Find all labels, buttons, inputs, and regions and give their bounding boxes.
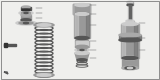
Ellipse shape xyxy=(75,52,89,54)
Bar xyxy=(75,6,89,13)
Polygon shape xyxy=(75,53,89,60)
Bar xyxy=(122,24,125,58)
Bar xyxy=(75,14,78,38)
Ellipse shape xyxy=(122,66,138,70)
Ellipse shape xyxy=(77,59,87,61)
Ellipse shape xyxy=(21,14,31,16)
Ellipse shape xyxy=(34,73,54,77)
Bar xyxy=(121,24,139,58)
Bar xyxy=(122,58,138,68)
Ellipse shape xyxy=(75,48,89,52)
FancyBboxPatch shape xyxy=(73,4,91,15)
Polygon shape xyxy=(4,72,8,74)
Bar xyxy=(74,14,90,38)
Ellipse shape xyxy=(16,21,36,25)
Bar xyxy=(4,43,7,46)
Ellipse shape xyxy=(37,74,51,76)
Bar xyxy=(86,14,89,38)
Bar xyxy=(119,35,141,40)
Ellipse shape xyxy=(77,49,87,51)
Ellipse shape xyxy=(21,12,31,14)
Ellipse shape xyxy=(126,20,134,22)
Ellipse shape xyxy=(37,24,51,26)
Ellipse shape xyxy=(127,4,133,6)
Bar xyxy=(21,15,31,20)
Ellipse shape xyxy=(128,67,132,69)
Ellipse shape xyxy=(122,22,138,26)
Ellipse shape xyxy=(76,45,88,49)
Bar xyxy=(128,4,132,22)
Ellipse shape xyxy=(22,6,30,8)
Ellipse shape xyxy=(119,33,141,37)
Ellipse shape xyxy=(75,12,89,16)
Ellipse shape xyxy=(76,39,88,43)
Ellipse shape xyxy=(19,22,33,24)
Bar xyxy=(75,41,89,47)
Ellipse shape xyxy=(75,12,89,16)
Ellipse shape xyxy=(75,4,89,6)
Ellipse shape xyxy=(24,22,28,24)
Bar xyxy=(4,44,16,46)
Ellipse shape xyxy=(119,38,141,42)
Ellipse shape xyxy=(126,24,134,26)
Bar xyxy=(21,7,31,10)
Ellipse shape xyxy=(127,1,133,3)
Ellipse shape xyxy=(75,36,89,40)
Bar xyxy=(129,4,131,22)
Ellipse shape xyxy=(122,56,138,60)
Ellipse shape xyxy=(21,19,31,21)
Bar xyxy=(122,24,138,58)
Bar xyxy=(75,14,89,38)
Ellipse shape xyxy=(19,11,33,15)
Bar xyxy=(134,24,137,58)
Ellipse shape xyxy=(22,9,30,11)
Bar xyxy=(126,21,134,25)
Ellipse shape xyxy=(24,12,28,14)
Ellipse shape xyxy=(122,56,138,60)
Ellipse shape xyxy=(125,67,135,69)
Bar xyxy=(76,41,88,47)
Ellipse shape xyxy=(34,23,54,27)
Bar xyxy=(127,2,133,5)
